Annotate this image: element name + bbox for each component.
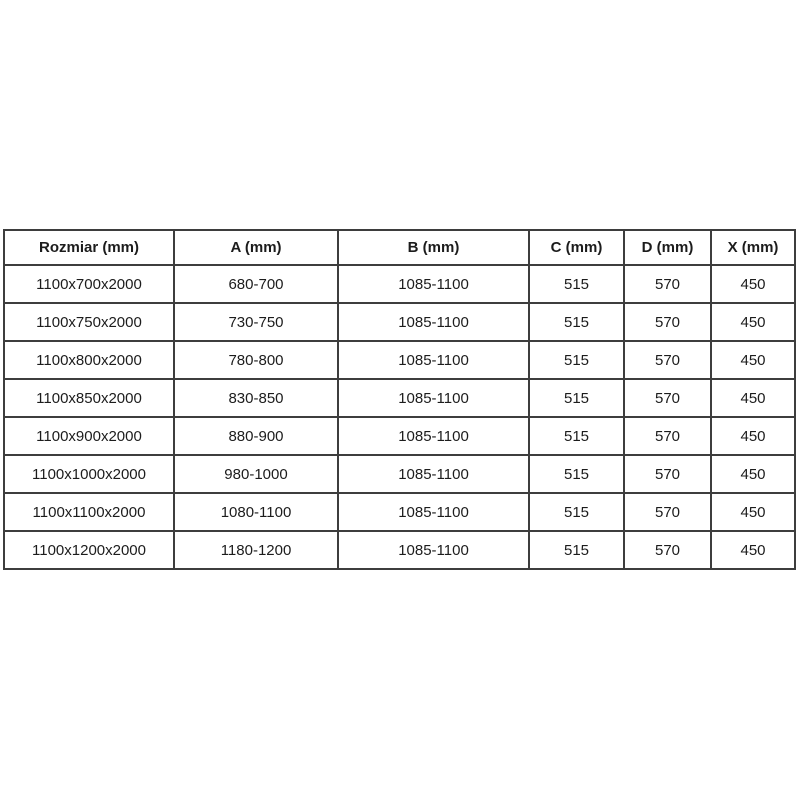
table-body: 1100x700x2000 680-700 1085-1100 515 570 450 11… [3,264,796,570]
table-cell: 1100x1000x2000 [3,454,175,494]
table-cell: 570 [623,530,712,570]
table-cell: 1100x900x2000 [3,416,175,456]
header-cell-5: X (mm) [710,229,796,266]
table-cell: 515 [528,492,625,532]
table-cell: 570 [623,378,712,418]
table-cell: 1100x750x2000 [3,302,175,342]
table-cell: 1100x850x2000 [3,378,175,418]
table-cell: 570 [623,264,712,304]
table-cell: 1085-1100 [337,492,530,532]
header-cell-0: Rozmiar (mm) [3,229,175,266]
table-cell: 450 [710,264,796,304]
table-cell: 1100x1200x2000 [3,530,175,570]
table-cell: 1085-1100 [337,264,530,304]
table-cell: 1080-1100 [173,492,339,532]
table-cell: 515 [528,264,625,304]
table-cell: 515 [528,454,625,494]
table-cell: 1085-1100 [337,416,530,456]
table-row: 1100x1000x2000 980-1000 1085-1100 515 570 450 [3,454,796,494]
table-row: 1100x700x2000 680-700 1085-1100 515 570 450 [3,264,796,304]
header-cell-2: B (mm) [337,229,530,266]
table-cell: 780-800 [173,340,339,380]
table-cell: 1100x700x2000 [3,264,175,304]
table-cell: 1085-1100 [337,454,530,494]
size-spec-table: Rozmiar (mm) A (mm) B (mm) C (mm) D (mm) X (m… [3,229,796,570]
table-cell: 450 [710,302,796,342]
table-cell: 830-850 [173,378,339,418]
table-cell: 570 [623,454,712,494]
table-cell: 1085-1100 [337,378,530,418]
table-row: 1100x1100x2000 1080-1100 1085-1100 515 570 45… [3,492,796,532]
table-cell: 570 [623,416,712,456]
table-row: 1100x1200x2000 1180-1200 1085-1100 515 570 45… [3,530,796,570]
table-cell: 730-750 [173,302,339,342]
table-row: 1100x900x2000 880-900 1085-1100 515 570 450 [3,416,796,456]
table-cell: 515 [528,302,625,342]
table-cell: 515 [528,340,625,380]
header-row: Rozmiar (mm) A (mm) B (mm) C (mm) D (mm) X (m… [3,229,796,266]
table-cell: 1085-1100 [337,302,530,342]
table-cell: 570 [623,340,712,380]
table-cell: 680-700 [173,264,339,304]
table-cell: 450 [710,340,796,380]
table-cell: 980-1000 [173,454,339,494]
table-cell: 570 [623,302,712,342]
table-cell: 1100x1100x2000 [3,492,175,532]
table-row: 1100x850x2000 830-850 1085-1100 515 570 450 [3,378,796,418]
table-cell: 1085-1100 [337,340,530,380]
header-cell-1: A (mm) [173,229,339,266]
table-cell: 450 [710,530,796,570]
table-cell: 450 [710,416,796,456]
table-cell: 450 [710,454,796,494]
table-cell: 515 [528,378,625,418]
header-cell-4: D (mm) [623,229,712,266]
table-cell: 1100x800x2000 [3,340,175,380]
header-cell-3: C (mm) [528,229,625,266]
table-cell: 515 [528,416,625,456]
table-row: 1100x750x2000 730-750 1085-1100 515 570 450 [3,302,796,342]
table-row: 1100x800x2000 780-800 1085-1100 515 570 450 [3,340,796,380]
table-cell: 880-900 [173,416,339,456]
table-cell: 450 [710,378,796,418]
table-cell: 1085-1100 [337,530,530,570]
table-cell: 515 [528,530,625,570]
table-cell: 450 [710,492,796,532]
table-cell: 570 [623,492,712,532]
table-cell: 1180-1200 [173,530,339,570]
